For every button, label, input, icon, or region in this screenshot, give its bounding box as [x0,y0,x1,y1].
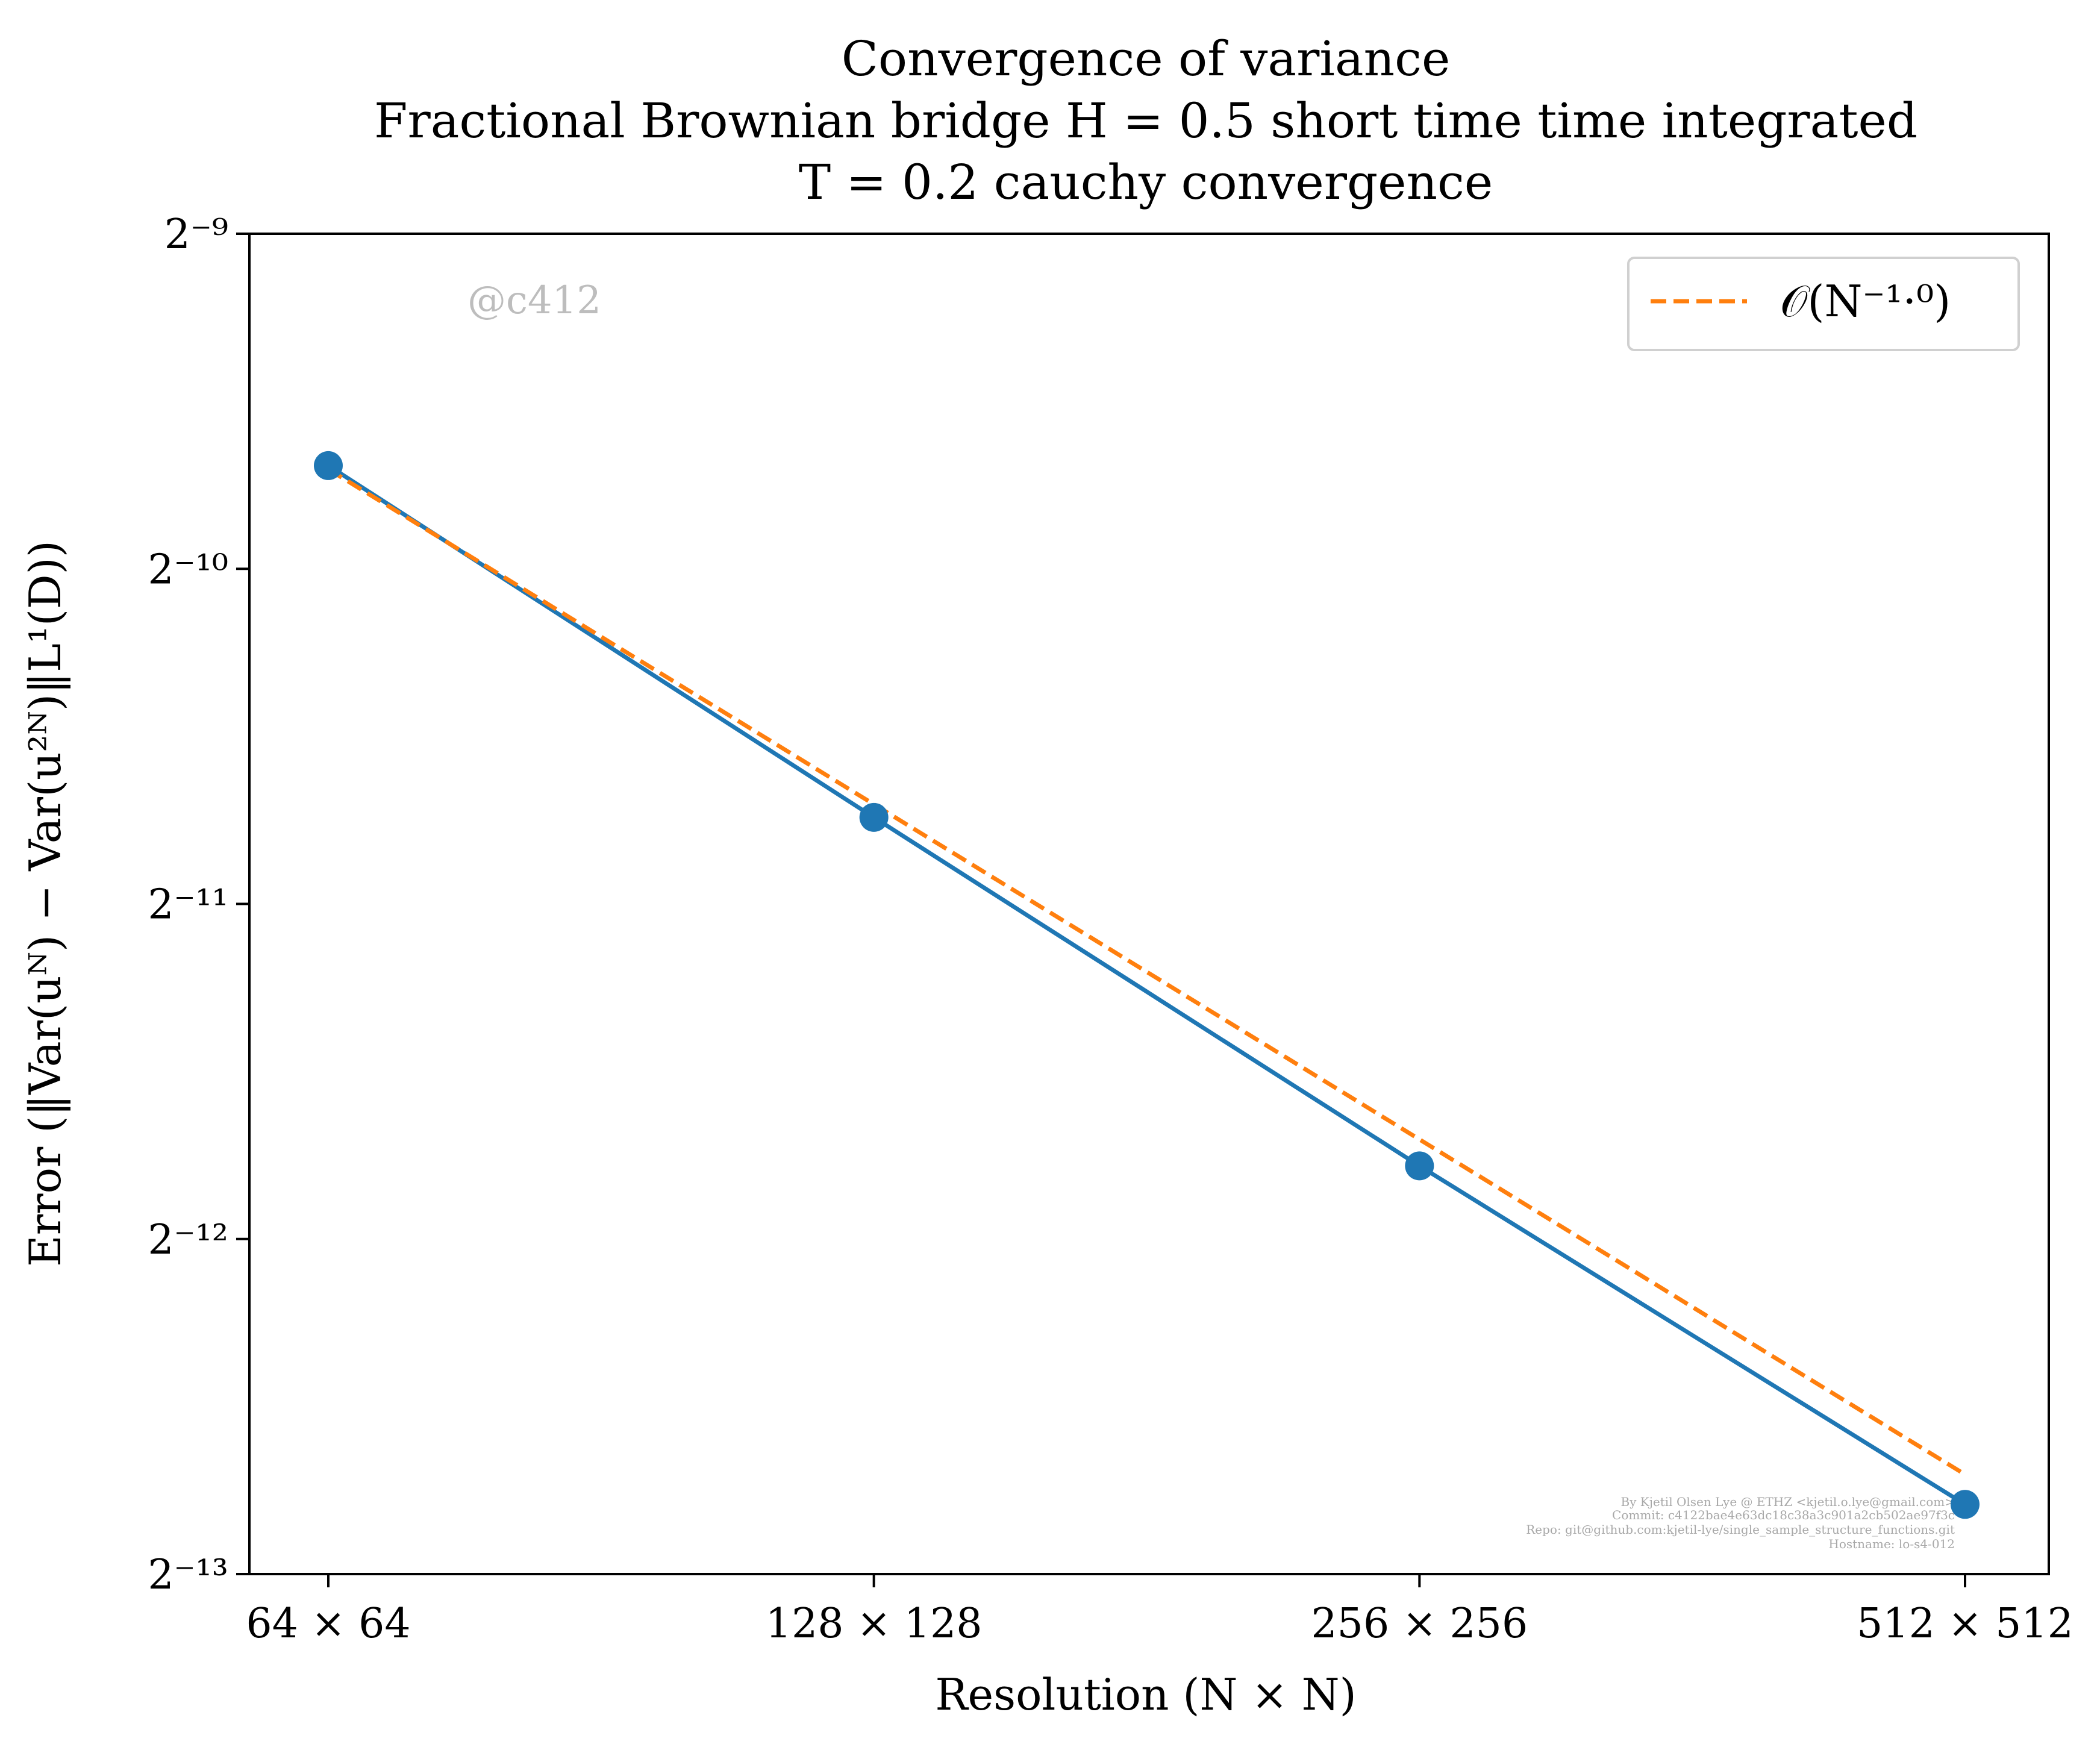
y-tick-label: 2⁻¹⁰ [148,546,228,593]
title-line-1: Convergence of variance [842,31,1451,87]
x-tick-label: 512 × 512 [1857,1600,2073,1648]
x-tick-label: 256 × 256 [1311,1600,1528,1648]
footer-line-2: Commit: c4122bae4e63dc18c38a3c901a2cb502… [1612,1508,1955,1522]
x-axis-ticks: 64 × 64 128 × 128 256 × 256 512 × 512 [246,1574,2073,1648]
data-point-marker [859,802,889,832]
data-point-marker [1405,1151,1434,1181]
footer-line-4: Hostname: lo-s4-012 [1828,1537,1955,1551]
provenance-footer: By Kjetil Olsen Lye @ ETHZ <kjetil.o.lye… [1526,1495,1955,1551]
y-axis-ticks: 2⁻⁹ 2⁻¹⁰ 2⁻¹¹ 2⁻¹² 2⁻¹³ [148,211,249,1599]
y-tick-label: 2⁻¹¹ [148,881,228,929]
series-layer [314,451,1980,1519]
title-line-2: Fractional Brownian bridge H = 0.5 short… [374,93,1917,149]
y-tick-label: 2⁻¹² [148,1216,228,1264]
chart-title: Convergence of variance Fractional Brown… [374,31,1917,210]
data-point-marker [1951,1490,1980,1519]
legend-entry-label: 𝒪(N⁻¹·⁰) [1780,276,1951,327]
legend-box [1627,257,2020,351]
series-reference-dashed-line [327,467,1966,1476]
footer-line-3: Repo: git@github.com:kjetil-lye/single_s… [1526,1522,1955,1537]
y-tick-label: 2⁻⁹ [164,211,228,258]
watermark-text: @c412 [467,278,601,323]
y-axis-label: Error (‖Var(uᴺ) − Var(u²ᴺ)‖L¹(D)) [20,540,70,1267]
x-axis-label: Resolution (N × N) [935,1669,1356,1720]
footer-line-1: By Kjetil Olsen Lye @ ETHZ <kjetil.o.lye… [1620,1495,1955,1509]
series-measured-line [327,463,1966,1507]
data-point-marker [314,451,343,480]
x-tick-label: 128 × 128 [766,1600,983,1648]
legend: 𝒪(N⁻¹·⁰) [1627,257,2020,351]
x-tick-label: 64 × 64 [246,1600,410,1648]
plot-area-frame [248,233,2050,1575]
title-line-3: T = 0.2 cauchy convergence [799,154,1493,210]
y-tick-label: 2⁻¹³ [148,1551,228,1599]
